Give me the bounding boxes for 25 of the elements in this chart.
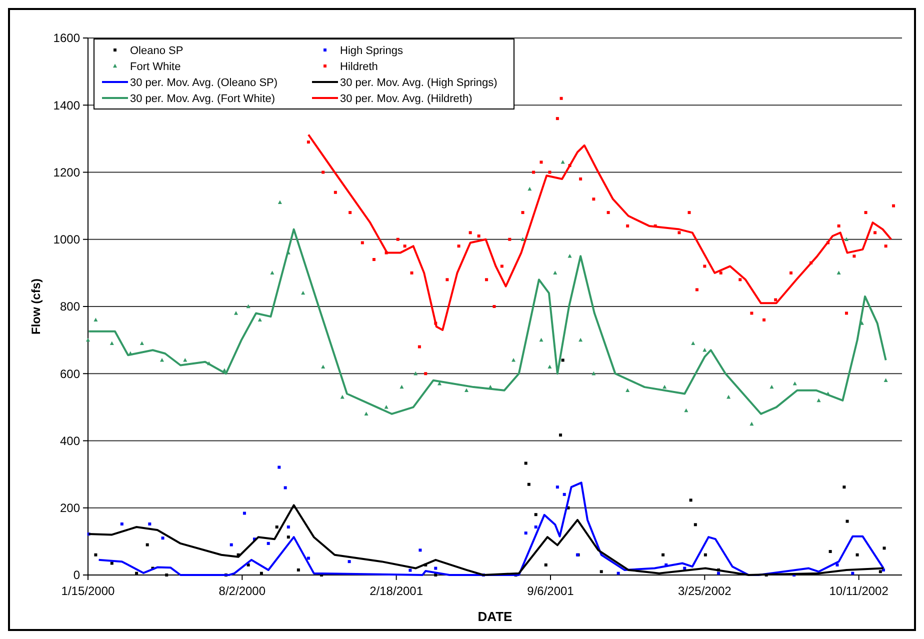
x-tick-label: 10/11/2002 <box>829 584 889 598</box>
y-tick-label: 1000 <box>53 232 80 247</box>
legend-label: 30 per. Mov. Avg. (Hildreth) <box>340 92 472 105</box>
legend-label: Hildreth <box>340 60 378 73</box>
legend-label: Oleano SP <box>130 44 184 57</box>
x-tick-label: 2/18/2001 <box>370 584 424 598</box>
x-tick-label: 9/6/2001 <box>527 584 574 598</box>
y-tick-label: 800 <box>60 300 80 314</box>
legend-label: 30 per. Mov. Avg. (Oleano SP) <box>130 76 278 89</box>
x-tick-label: 1/15/2000 <box>61 584 116 598</box>
y-tick-label: 600 <box>60 366 80 381</box>
legend-label: 30 per. Mov. Avg. (Fort White) <box>130 92 276 105</box>
legend-label: Fort White <box>130 60 181 73</box>
y-tick-label: 1200 <box>53 165 80 180</box>
y-tick-label: 1600 <box>53 31 80 46</box>
y-tick-label: 0 <box>73 568 80 582</box>
x-axis-title: DATE <box>478 609 513 624</box>
x-tick-label: 3/25/2002 <box>678 584 732 598</box>
legend-label: 30 per. Mov. Avg. (High Springs) <box>340 76 498 89</box>
x-tick-label: 8/2/2000 <box>218 584 266 598</box>
y-tick-label: 200 <box>60 501 80 516</box>
y-tick-label: 400 <box>60 434 80 448</box>
y-tick-label: 1400 <box>53 98 80 112</box>
legend-label: High Springs <box>340 44 404 57</box>
y-axis-title: Flow (cfs) <box>29 278 43 334</box>
